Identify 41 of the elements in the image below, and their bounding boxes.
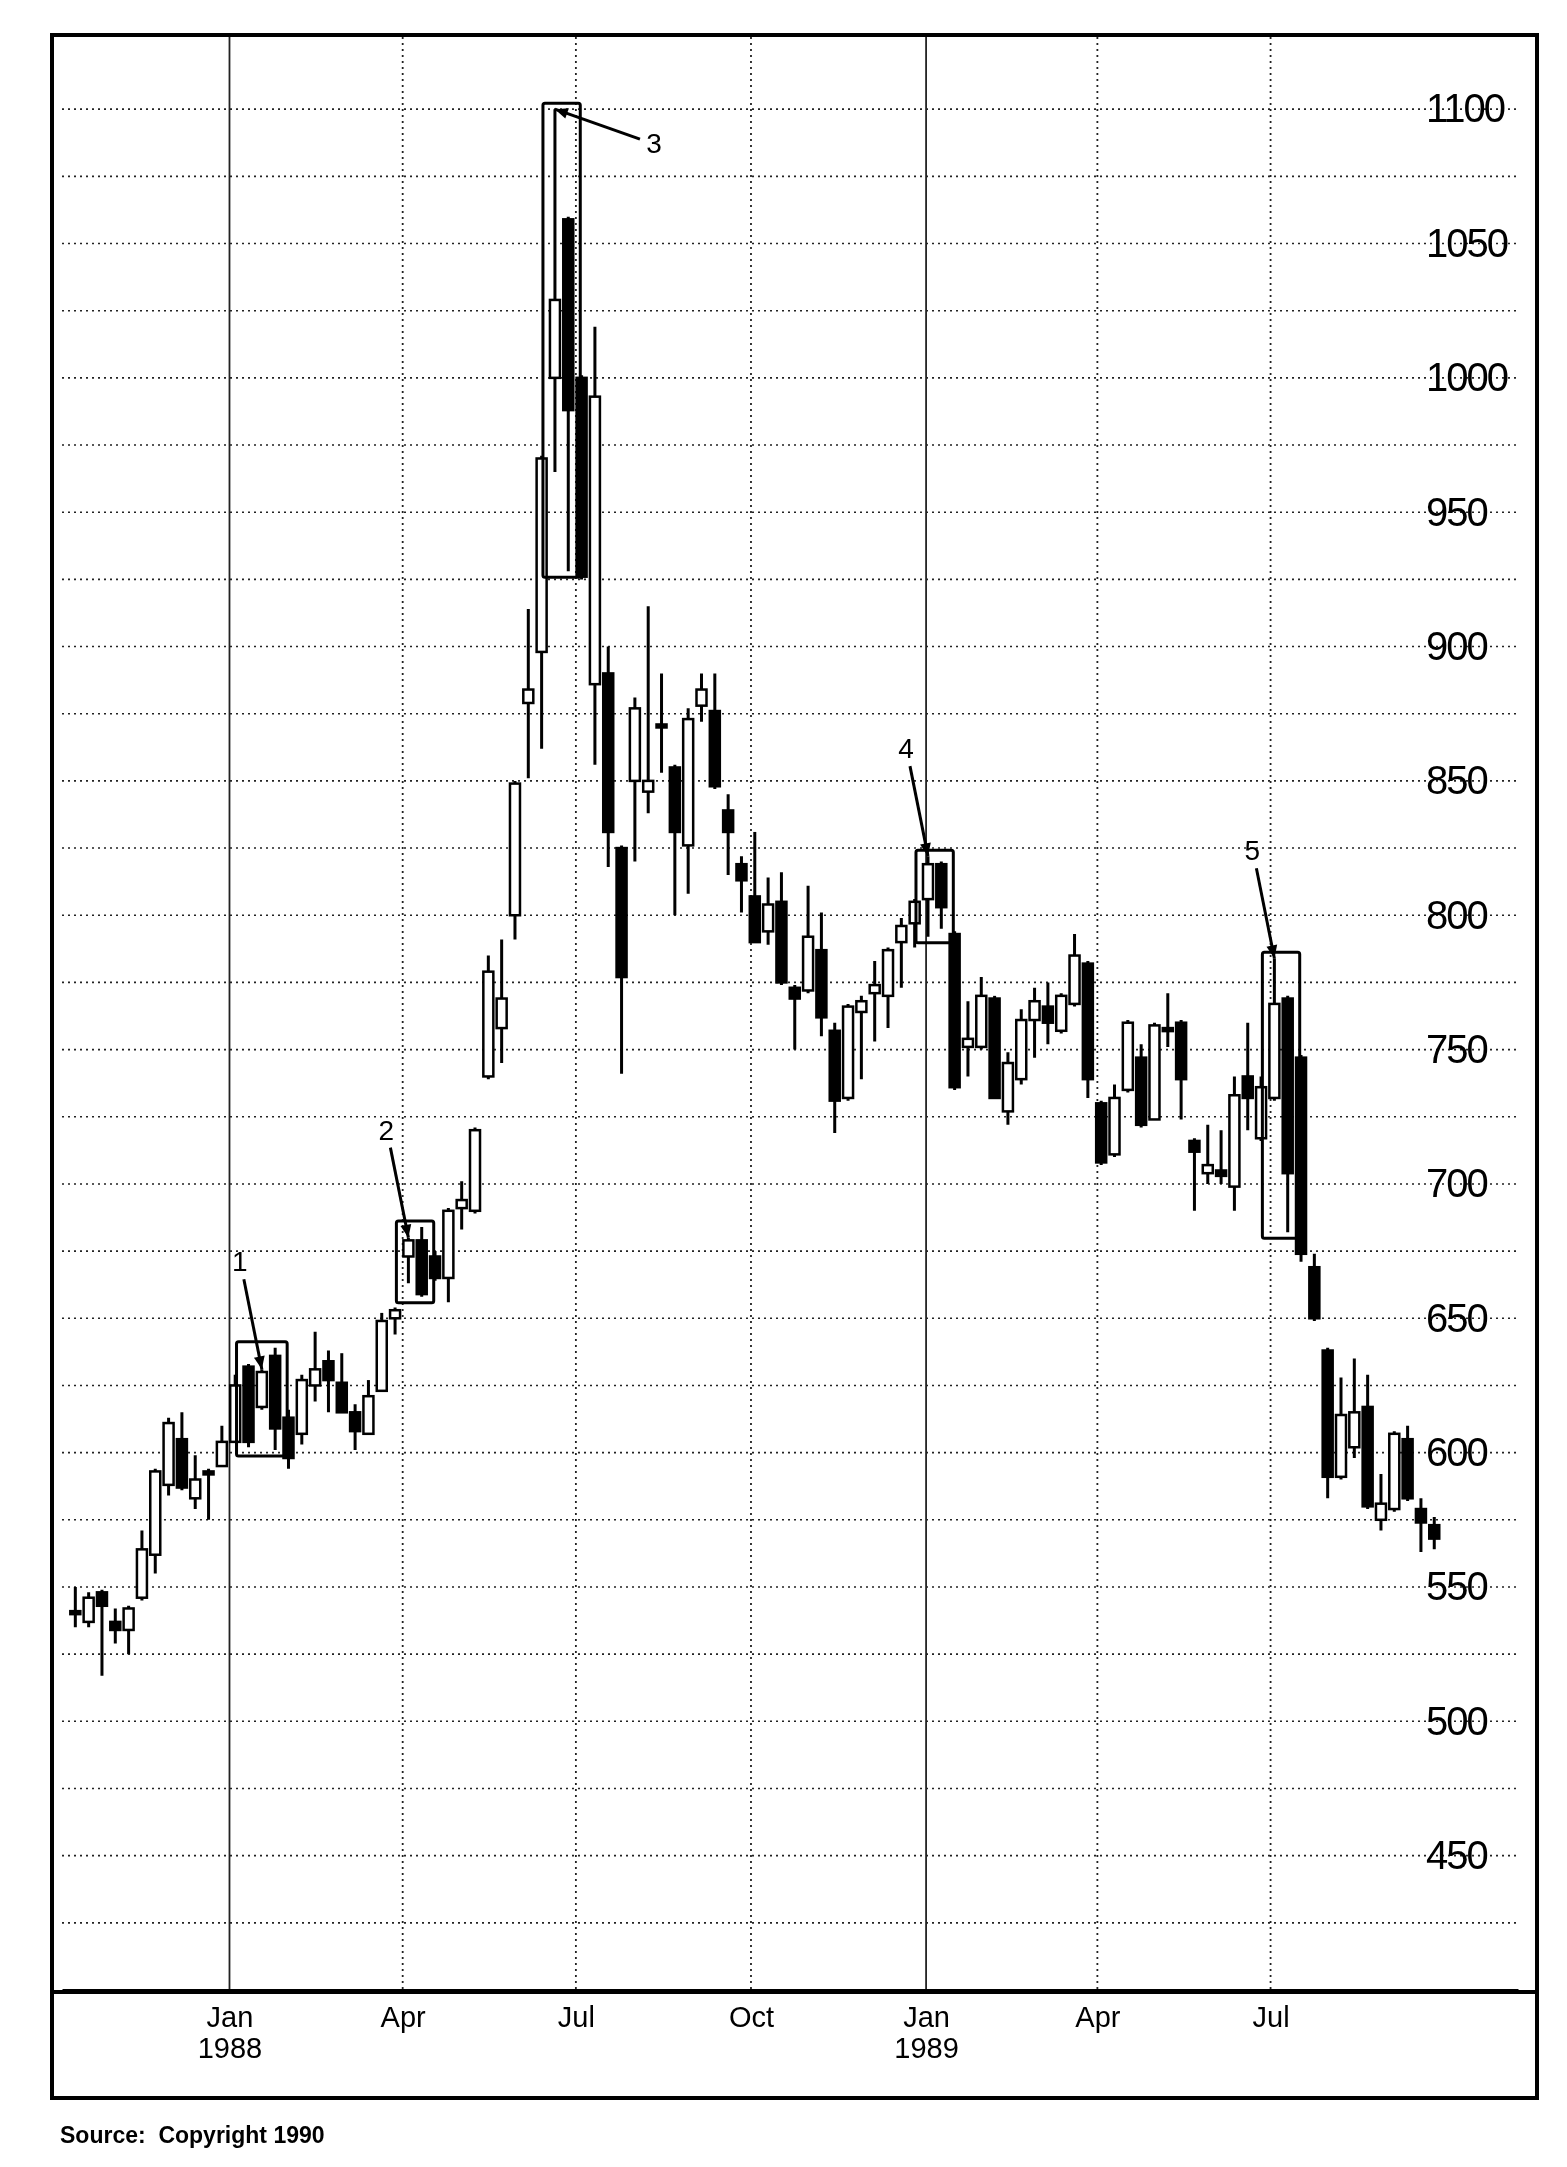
annotation: 5 bbox=[1244, 835, 1261, 867]
candlestick bbox=[695, 673, 708, 722]
y-tick-label: 1100 bbox=[1426, 86, 1505, 131]
y-tick-label: 500 bbox=[1426, 1698, 1488, 1743]
y-tick-label: 650 bbox=[1426, 1295, 1488, 1340]
candlestick bbox=[615, 845, 628, 1074]
candlestick bbox=[1188, 1138, 1201, 1211]
x-tick-label: Jul bbox=[1252, 2000, 1290, 2033]
y-tick-label: 950 bbox=[1426, 489, 1488, 534]
y-tick-label: 850 bbox=[1426, 758, 1488, 803]
y-tick-label: 800 bbox=[1426, 892, 1488, 937]
annotation: 1 bbox=[232, 1246, 248, 1278]
y-tick-label: 450 bbox=[1426, 1832, 1488, 1877]
x-tick-label: Jul bbox=[557, 2000, 595, 2033]
x-tick-label: Jan 1988 bbox=[197, 2000, 263, 2065]
candlestick bbox=[708, 673, 722, 789]
candlestick bbox=[508, 780, 522, 940]
x-tick-label: Jan 1989 bbox=[894, 2000, 959, 2065]
y-tick-label: 1050 bbox=[1426, 220, 1508, 265]
x-tick-label: Apr bbox=[380, 2000, 427, 2033]
candlestick bbox=[388, 1307, 402, 1335]
x-tick-label: Apr bbox=[1075, 2000, 1121, 2033]
y-tick-label: 550 bbox=[1426, 1564, 1488, 1609]
y-tick-label: 750 bbox=[1426, 1026, 1488, 1071]
candlestick bbox=[1428, 1517, 1441, 1550]
candlestick bbox=[721, 794, 735, 875]
candlestick bbox=[655, 673, 668, 773]
candlestick bbox=[1414, 1498, 1428, 1553]
source-note: Source: Copyright 1990 bbox=[60, 2122, 325, 2148]
candlestick bbox=[522, 608, 535, 779]
y-tick-label: 1000 bbox=[1426, 355, 1508, 400]
x-tick-label: Oct bbox=[728, 2000, 775, 2033]
annotation: 2 bbox=[378, 1114, 395, 1146]
y-tick-label: 900 bbox=[1426, 623, 1488, 668]
y-tick-label: 600 bbox=[1426, 1429, 1488, 1474]
candlestick bbox=[735, 856, 748, 913]
candlestick bbox=[202, 1468, 215, 1520]
candlestick bbox=[895, 917, 908, 988]
y-tick-label: 700 bbox=[1426, 1161, 1488, 1206]
annotation: 4 bbox=[898, 733, 914, 765]
annotation: 3 bbox=[646, 128, 662, 160]
